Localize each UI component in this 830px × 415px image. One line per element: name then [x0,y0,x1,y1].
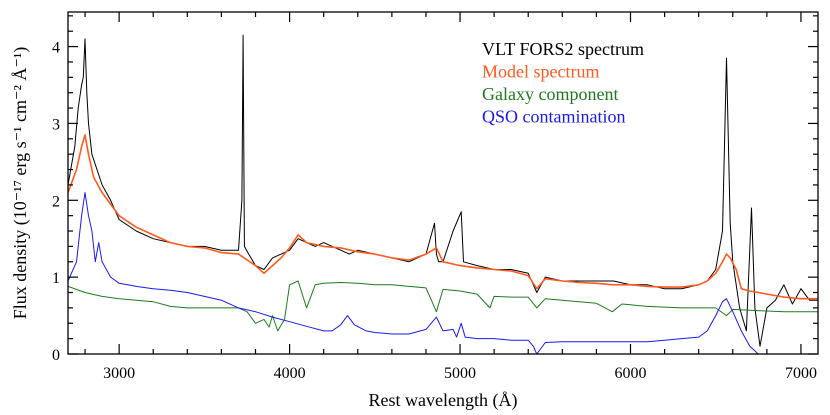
legend-entry-3: Galaxy component [482,84,618,104]
x-tick-label: 7000 [785,365,817,382]
legend-entry-1: VLT FORS2 spectrum [482,39,644,59]
legend-entry-2: Model spectrum [482,62,599,82]
legend-entry-4: QSO contamination [482,107,625,127]
y-tick-label: 4 [52,40,60,57]
x-tick-label: 4000 [274,365,306,382]
y-tick-label: 1 [52,270,60,287]
y-tick-label: 0 [52,347,60,364]
series-layer [68,34,818,354]
y-tick-label: 3 [52,116,60,133]
ticks-layer: 3000 4000 5000 6000 7000 0 1 2 3 4 [52,12,818,382]
x-tick-label: 5000 [444,365,476,382]
series-line-2 [68,134,818,300]
series-line-3 [68,280,818,332]
x-tick-label: 3000 [103,365,135,382]
y-tick-label: 2 [52,193,60,210]
series-line-4 [68,192,818,354]
x-tick-label: 6000 [615,365,647,382]
series-line-1 [68,34,818,347]
x-axis-label: Rest wavelength (Å) [369,390,518,411]
plot-frame [67,11,819,355]
y-axis-label: Flux density (10⁻¹⁷ erg s⁻¹ cm⁻² Å⁻¹) [10,47,31,320]
